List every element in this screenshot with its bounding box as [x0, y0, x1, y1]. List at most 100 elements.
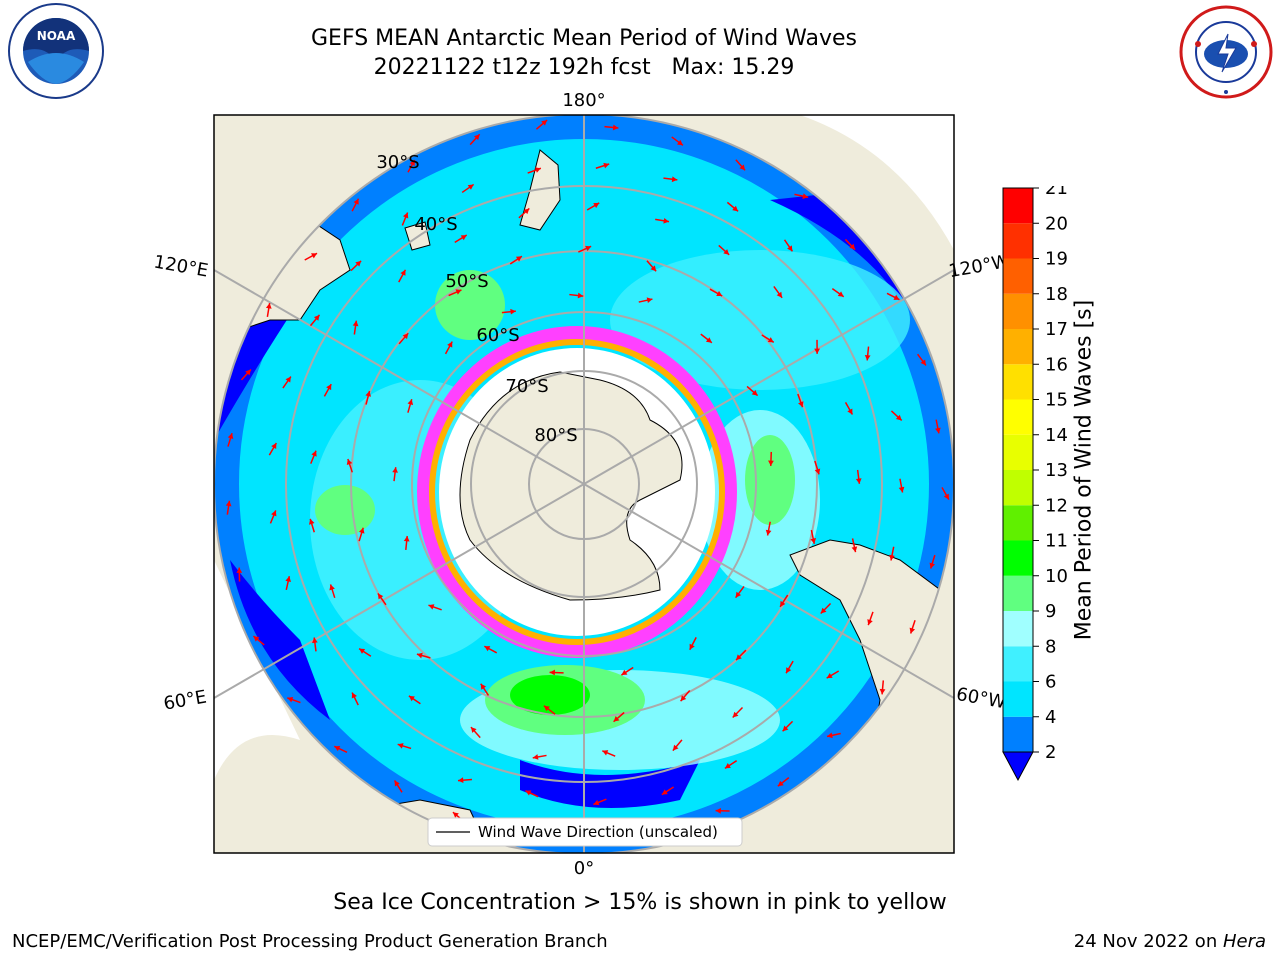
wind-wave-arrow-head [353, 198, 359, 205]
wind-wave-arrow-head [602, 750, 609, 756]
antarctica-land [459, 371, 683, 601]
colorbar-tick-label: 6 [1045, 672, 1056, 693]
wind-wave-arrow-head [814, 468, 821, 475]
colorbar-bin [1003, 540, 1033, 576]
colorbar-bin [1003, 223, 1033, 259]
wind-wave-arrow-head [326, 384, 332, 391]
lat-label-60s: 60°S [476, 325, 519, 346]
wind-wave-arrow-head [358, 527, 365, 534]
colorbar-tick-label: 2 [1045, 742, 1056, 763]
wind-wave-arrow-head [867, 619, 873, 626]
wind-wave-arrow-head [473, 134, 480, 141]
wind-wave-arrow-head [920, 359, 926, 366]
wind-wave-arrow-head [308, 518, 315, 525]
colorbar-tick-label: 9 [1045, 601, 1056, 622]
colorbar-tick-label: 12 [1045, 495, 1068, 516]
wind-wave-arrow-head [400, 269, 406, 276]
chart-title: GEFS MEAN Antarctic Mean Period of Wind … [311, 26, 857, 51]
wind-wave-arrow-head [736, 654, 742, 661]
wind-wave-arrow-head [851, 546, 858, 553]
wind-wave-arrow-head [541, 120, 548, 126]
wind-wave-arrow-head [889, 554, 895, 561]
wind-wave-arrow-head [898, 486, 905, 493]
lon-label-180: 180° [562, 90, 605, 111]
footer-date-text: 24 Nov 2022 on [1073, 931, 1223, 952]
colorbar-tick-label: 4 [1045, 707, 1056, 728]
wind-wave-arrow-head [311, 450, 317, 457]
colorbar-bin [1003, 399, 1033, 435]
colorbar-bin [1003, 611, 1033, 647]
wind-wave-arrow-head [732, 711, 739, 718]
colorbar-bin [1003, 575, 1033, 611]
colorbar-bin [1003, 434, 1033, 470]
wind-wave-arrow-head [543, 705, 550, 712]
colorbar: 2 4 6 8 9 10 11 12 13 14 15 16 17 18 19 20 21 [1002, 186, 1068, 782]
colorbar-bin [1003, 681, 1033, 717]
noaa-logo: NOAA [8, 3, 104, 99]
lat-label-40s: 40°S [414, 214, 457, 235]
lat-label-50s: 50°S [445, 271, 488, 292]
wind-wave-arrow-head [895, 414, 902, 421]
lat-label-30s: 30°S [376, 152, 419, 173]
wind-wave-arrow-head [613, 716, 620, 722]
wind-wave-arrow-head [334, 745, 341, 752]
wind-wave-arrow-head [352, 320, 359, 327]
colorbar-tick-label: 10 [1045, 566, 1068, 587]
wind-wave-arrow-head [724, 763, 731, 769]
lat-label-70s: 70°S [505, 376, 548, 397]
wind-wave-arrow-head [416, 652, 423, 659]
wind-wave-arrow-head [403, 536, 410, 542]
colorbar-bin [1003, 364, 1033, 400]
wind-wave-arrow-head [585, 245, 592, 252]
colorbar-tick-label: 8 [1045, 636, 1056, 657]
wind-wave-arrow-head [663, 217, 670, 224]
wind-wave-arrow-head [787, 245, 793, 252]
wind-wave-arrow-head [346, 459, 353, 465]
wind-wave-arrow-head [689, 643, 695, 650]
wind-wave-arrow-head [909, 627, 916, 634]
colorbar-bin [1003, 258, 1033, 294]
footer-date: 24 Nov 2022 on Hera [1074, 931, 1266, 952]
wind-wave-arrow-head [739, 164, 746, 171]
wind-wave-arrow-head [837, 291, 844, 297]
wind-wave-arrow-head [768, 460, 774, 466]
wind-wave-arrow-head [879, 688, 886, 695]
colorbar-bin [1003, 329, 1033, 365]
wind-wave-arrow-head [929, 562, 936, 569]
wind-wave-arrow-head [525, 790, 532, 796]
wind-wave-arrow-head [802, 193, 809, 199]
wind-wave-arrow-head [780, 600, 786, 607]
wind-wave-arrow-head [365, 390, 372, 397]
wind-wave-arrow-head [397, 743, 404, 749]
wind-wave-arrow-head [408, 695, 415, 702]
colorbar-tick-label: 19 [1045, 249, 1068, 270]
wind-wave-arrow-head [672, 744, 679, 751]
chart-subtitle: 20221122 t12z 192h fcst Max: 15.29 [373, 55, 795, 80]
wind-wave-arrows [225, 119, 950, 846]
wind-wave-arrow-head [650, 265, 657, 272]
lon-label-60e: 60°E [162, 686, 208, 714]
wind-wave-arrow-head [661, 789, 668, 795]
wind-wave-arrow-head [287, 696, 294, 703]
wind-wave-arrow-head [470, 727, 477, 733]
wind-wave-arrow-head [271, 442, 277, 449]
map-legend: Wind Wave Direction (unscaled) [427, 817, 743, 847]
lon-label-120e: 120°E [152, 251, 210, 281]
colorbar-tick-label: 18 [1045, 284, 1068, 305]
wind-wave-arrow-head [355, 260, 362, 267]
lat-label-80s: 80°S [534, 425, 577, 446]
colorbar-tick-label: 13 [1045, 460, 1068, 481]
footer-credit: NCEP/EMC/Verification Post Processing Pr… [12, 931, 608, 952]
wind-wave-arrow-head [716, 290, 723, 297]
wind-wave-arrow-head [621, 669, 628, 676]
wind-wave-arrow-head [827, 732, 833, 739]
wind-wave-arrow-head [407, 399, 414, 406]
wind-wave-arrow-head [855, 478, 862, 484]
wind-wave-arrow-head [271, 510, 277, 517]
wind-wave-arrow-head [532, 754, 539, 760]
wind-wave-arrow-head [409, 159, 415, 166]
wind-wave-arrow-head [767, 337, 774, 343]
colorbar-bin [1003, 293, 1033, 329]
wind-wave-arrow-head [457, 777, 464, 784]
